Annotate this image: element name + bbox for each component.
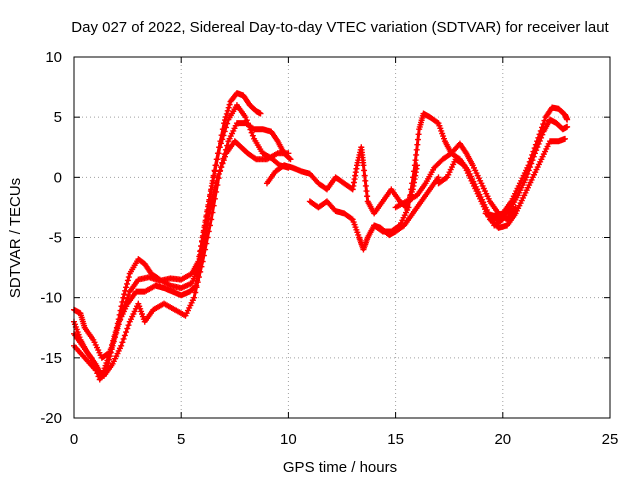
y-tick-label: -5 [49, 230, 62, 247]
data-point-markers [489, 116, 571, 223]
data-point-markers [435, 135, 568, 231]
data-point-markers [263, 144, 421, 217]
x-axis-label: GPS time / hours [283, 459, 397, 476]
data-points [71, 90, 571, 383]
chart-title: Day 027 of 2022, Sidereal Day-to-day VTE… [71, 19, 609, 36]
plot-frame [73, 56, 611, 419]
y-tick-label: 0 [54, 169, 62, 186]
tick-labels: 0 5 10 15 20 25 -20 -15 -10 -5 0 5 10 [40, 49, 618, 448]
series-track-5 [263, 144, 421, 217]
y-tick-label: -15 [40, 350, 62, 367]
y-axis-label: SDTVAR / TECUs [7, 178, 24, 298]
y-tick-label: 5 [54, 109, 62, 126]
x-tick-label: 10 [280, 431, 297, 448]
y-tick-label: -20 [40, 410, 62, 427]
series-track-11 [489, 116, 571, 223]
x-tick-label: 20 [494, 431, 511, 448]
x-tick-label: 0 [70, 431, 78, 448]
x-tick-label: 15 [387, 431, 404, 448]
x-tick-label: 25 [602, 431, 619, 448]
series-track-9 [435, 135, 568, 231]
x-tick-label: 5 [177, 431, 185, 448]
grid-lines [74, 57, 610, 418]
y-tick-label: 10 [45, 49, 62, 66]
y-tick-label: -10 [40, 290, 62, 307]
